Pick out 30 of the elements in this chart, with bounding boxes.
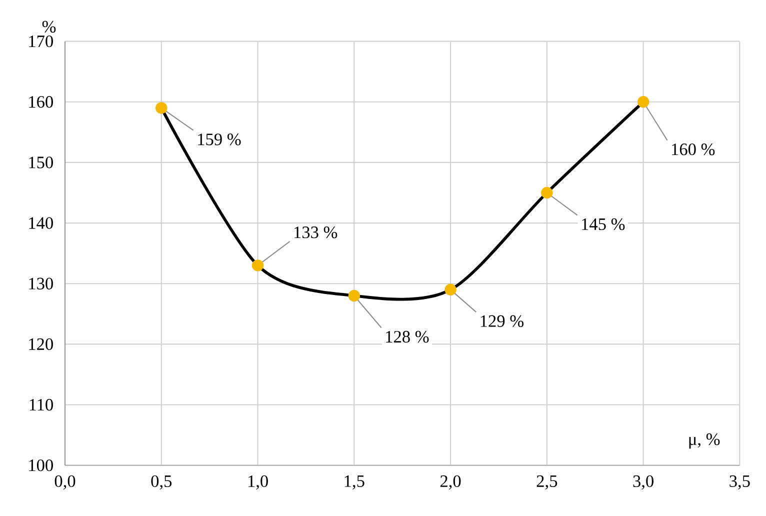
x-tick-label: 0,5 xyxy=(151,475,172,490)
data-label: 159 % xyxy=(198,134,241,146)
point xyxy=(156,102,168,114)
y-tick-label: 160 xyxy=(29,96,53,108)
x-tick-label: 1,0 xyxy=(248,475,268,490)
y-tick-label: 120 xyxy=(29,338,53,350)
x-tick-label: 2,0 xyxy=(440,475,461,490)
x-axis-title: μ, % xyxy=(689,433,720,449)
y-tick-label: 150 xyxy=(29,156,53,168)
point xyxy=(348,290,360,302)
point xyxy=(541,186,553,199)
x-tick-label: 1,5 xyxy=(344,475,364,490)
y-tick-label: 170 xyxy=(29,35,53,48)
x-tick-label: 3,5 xyxy=(730,475,750,490)
x-tick-label: 0,0 xyxy=(54,475,76,490)
data-label: 145 % xyxy=(582,218,625,230)
y-tick-label: 110 xyxy=(30,398,53,411)
point xyxy=(637,96,650,108)
y-tick-label: 140 xyxy=(29,217,53,229)
data-label: 133 % xyxy=(294,226,338,238)
data-label: 129 % xyxy=(480,315,524,328)
point xyxy=(444,284,456,296)
point xyxy=(252,260,264,272)
x-tick-label: 2,5 xyxy=(536,475,558,490)
data-label: 160 % xyxy=(672,144,715,156)
data-label: 128 % xyxy=(386,330,429,343)
y-tick-label: 100 xyxy=(29,459,53,472)
x-tick-label: 3,0 xyxy=(633,475,654,490)
y-tick-label: 130 xyxy=(29,278,53,290)
y-axis-title: % xyxy=(42,20,56,33)
